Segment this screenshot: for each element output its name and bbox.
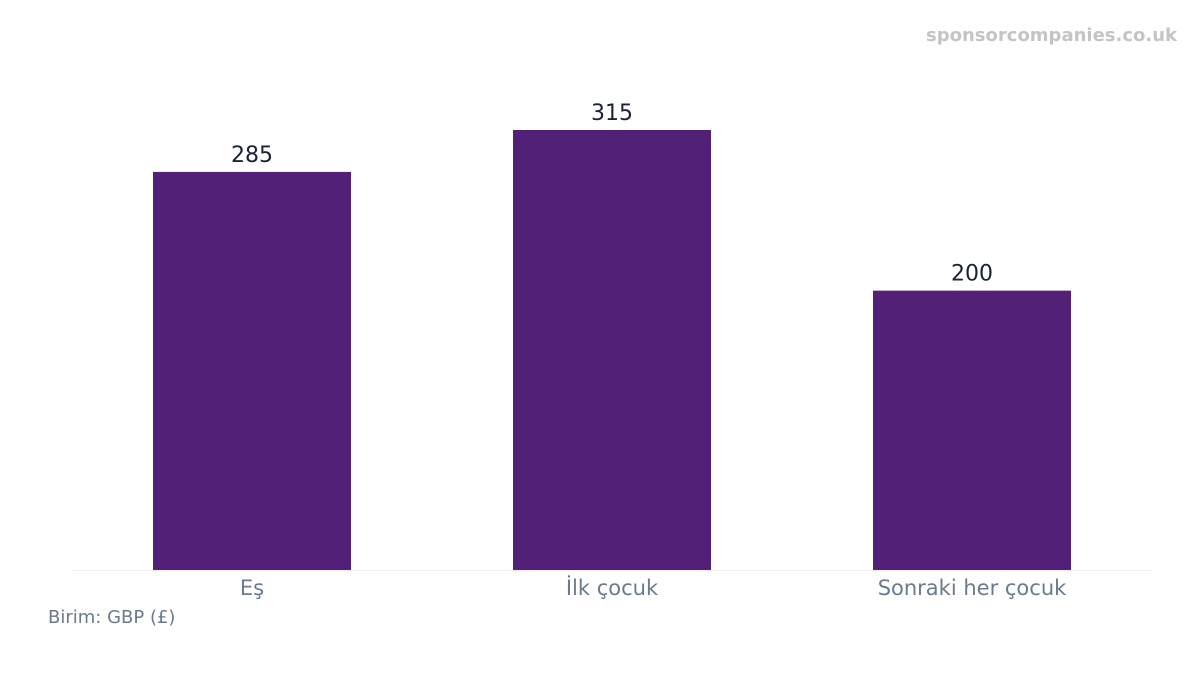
bar xyxy=(153,171,351,570)
bar xyxy=(513,130,711,570)
bar-value-label: 285 xyxy=(231,143,273,168)
category-label: İlk çocuk xyxy=(566,575,659,600)
category-label: Sonraki her çocuk xyxy=(878,576,1067,600)
unit-note: Birim: GBP (£) xyxy=(48,607,176,628)
bar-value-label: 200 xyxy=(951,262,993,287)
watermark: sponsorcompanies.co.uk xyxy=(926,25,1177,46)
bar-value-label: 315 xyxy=(591,101,633,126)
bar xyxy=(873,290,1071,570)
category-label: Eş xyxy=(240,576,264,600)
